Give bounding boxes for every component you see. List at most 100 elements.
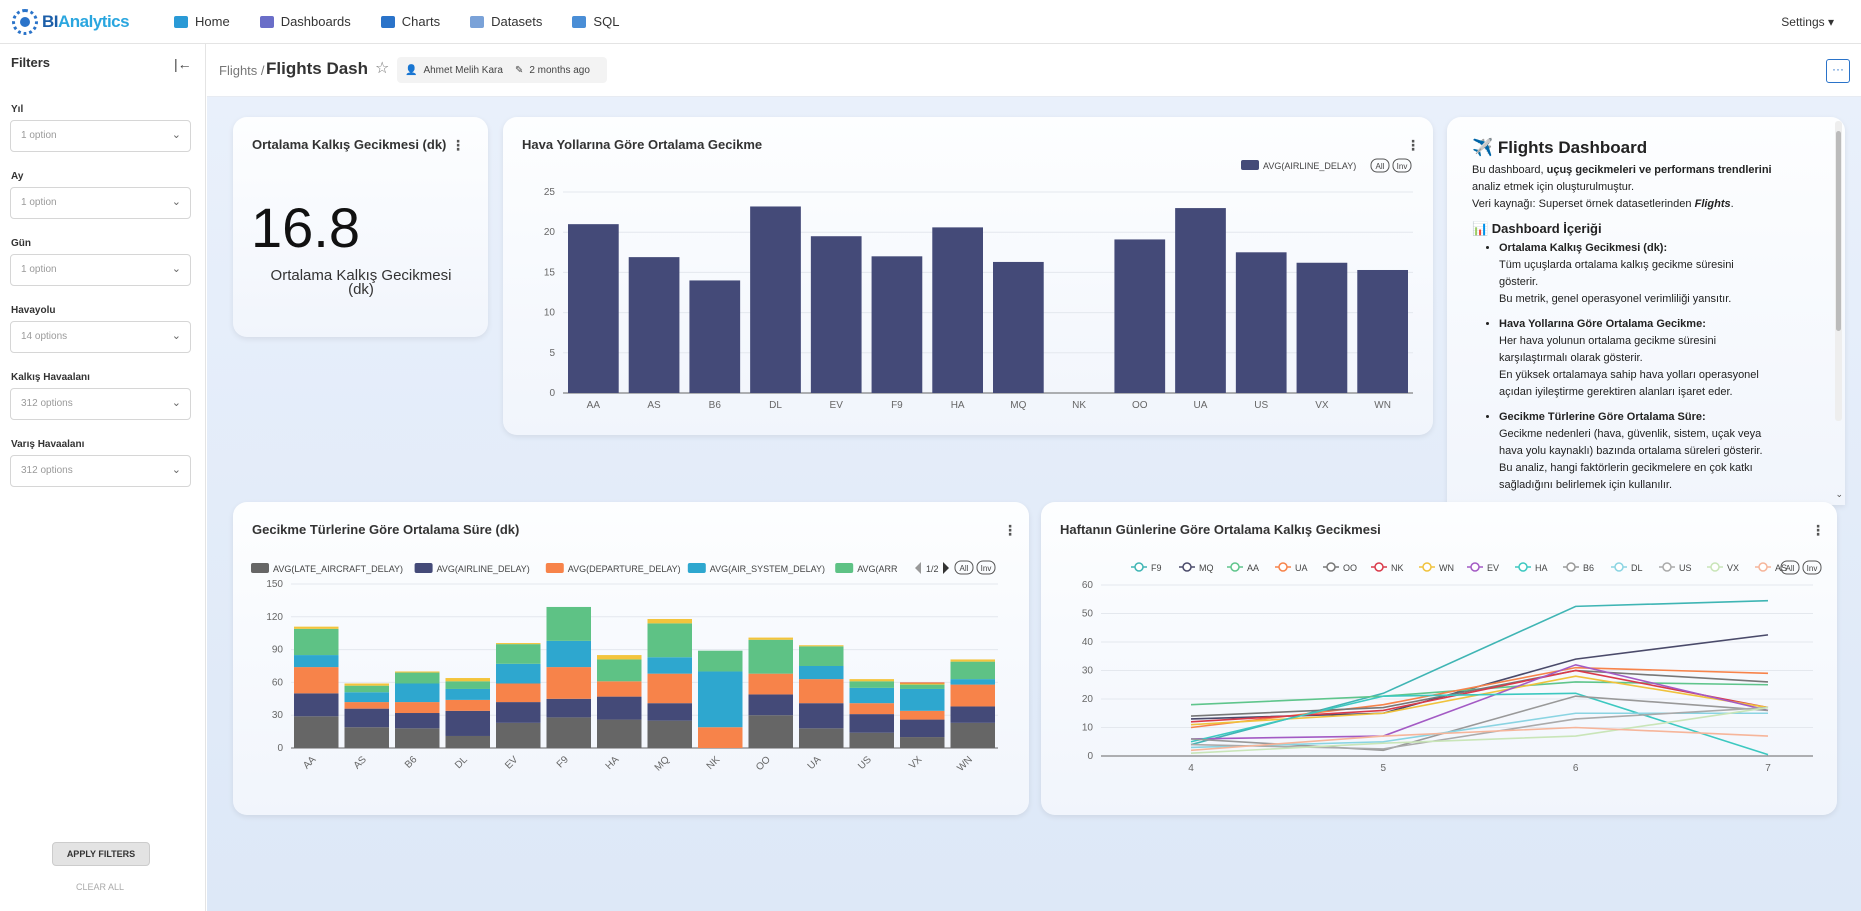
legend-all-button[interactable] [954, 560, 974, 575]
line-chart-menu-icon[interactable]: ⋮ [1811, 522, 1825, 538]
stacked-bar-segment[interactable] [849, 681, 895, 688]
stacked-bar-segment[interactable] [294, 628, 339, 656]
stacked-bar-segment[interactable] [900, 684, 945, 689]
stacked-bar-segment[interactable] [647, 657, 693, 674]
stacked-bar-segment[interactable] [597, 696, 642, 720]
nav-item-sql[interactable]: SQL [564, 0, 627, 44]
stacked-bar-segment[interactable] [900, 688, 945, 711]
stacked-chart-menu-icon[interactable]: ⋮ [1003, 522, 1017, 538]
stacked-bar-segment[interactable] [849, 732, 895, 748]
series-line[interactable] [1190, 726, 1769, 752]
stacked-bar-segment[interactable] [647, 703, 693, 721]
series-line[interactable] [1190, 695, 1769, 752]
bar[interactable] [1175, 208, 1226, 393]
stacked-bar-segment[interactable] [344, 708, 390, 728]
series-line[interactable] [1190, 692, 1769, 756]
bar[interactable] [689, 280, 741, 393]
more-options-button[interactable]: ··· [1826, 59, 1850, 83]
stacked-bar-segment[interactable] [698, 650, 743, 672]
bar[interactable] [932, 227, 983, 393]
legend-inv-button[interactable] [1392, 158, 1412, 173]
legend-label[interactable]: US [1679, 563, 1692, 573]
stacked-bar-segment[interactable] [597, 719, 642, 748]
filter-select[interactable]: 312 options ⌄ [10, 455, 191, 487]
stacked-bar-segment[interactable] [950, 706, 996, 723]
bar[interactable] [810, 236, 862, 393]
stacked-bar-segment[interactable] [950, 684, 996, 707]
favorite-star-icon[interactable]: ☆ [375, 60, 390, 77]
legend-label[interactable]: HA [1535, 563, 1548, 573]
series-line[interactable] [1190, 669, 1769, 723]
legend-inv-button[interactable] [1802, 560, 1822, 575]
stacked-bar-segment[interactable] [950, 679, 996, 685]
stacked-bar-segment[interactable] [799, 703, 844, 729]
stacked-bar-segment[interactable] [445, 678, 491, 682]
settings-menu[interactable]: Settings ▾ [1781, 15, 1834, 29]
nav-item-home[interactable]: Home [166, 0, 238, 44]
stacked-bar-segment[interactable] [294, 667, 339, 694]
stacked-bar-segment[interactable] [395, 683, 440, 703]
stacked-bar-segment[interactable] [748, 673, 794, 695]
bar[interactable] [1114, 239, 1166, 393]
legend-label[interactable]: NK [1391, 563, 1404, 573]
stacked-bar-segment[interactable] [344, 683, 390, 686]
stacked-bar-segment[interactable] [294, 655, 339, 668]
stacked-bar-segment[interactable] [647, 623, 693, 658]
legend-label[interactable]: OO [1343, 563, 1357, 573]
stacked-bar-segment[interactable] [445, 710, 491, 736]
stacked-bar-segment[interactable] [496, 643, 541, 645]
apply-filters-button[interactable]: APPLY FILTERS [52, 842, 150, 866]
stacked-bar-segment[interactable] [799, 666, 844, 680]
stacked-bar-segment[interactable] [344, 685, 390, 693]
kpi-menu-icon[interactable]: ⋮ [451, 137, 465, 153]
stacked-bar-segment[interactable] [344, 702, 390, 709]
stacked-bar-segment[interactable] [496, 644, 541, 664]
stacked-bar-segment[interactable] [849, 687, 895, 704]
stacked-bar-segment[interactable] [344, 727, 390, 748]
app-logo[interactable]: BIAnalytics [12, 8, 152, 35]
bar[interactable] [628, 257, 680, 393]
legend-label[interactable]: AVG(LATE_AIRCRAFT_DELAY) [273, 564, 403, 574]
stacked-bar-segment[interactable] [445, 681, 491, 689]
bar[interactable] [1296, 262, 1348, 393]
stacked-bar-segment[interactable] [546, 667, 592, 699]
filter-select[interactable]: 1 option ⌄ [10, 120, 191, 152]
stacked-bar-segment[interactable] [395, 671, 440, 673]
stacked-bar-segment[interactable] [950, 659, 996, 662]
scrollbar-thumb[interactable] [1836, 131, 1841, 331]
legend-label[interactable]: WN [1439, 563, 1454, 573]
stacked-bar-segment[interactable] [546, 640, 592, 668]
legend-label[interactable]: AVG(AIRLINE_DELAY) [1263, 161, 1356, 171]
stacked-bar-segment[interactable] [950, 661, 996, 680]
stacked-bar-segment[interactable] [445, 699, 491, 711]
filter-select[interactable]: 1 option ⌄ [10, 187, 191, 219]
legend-all-button[interactable] [1370, 158, 1390, 173]
stacked-bar-segment[interactable] [799, 645, 844, 647]
stacked-bar-segment[interactable] [799, 728, 844, 748]
stacked-bar-segment[interactable] [748, 637, 794, 640]
stacked-bar-segment[interactable] [748, 639, 794, 674]
stacked-bar-segment[interactable] [900, 682, 945, 684]
stacked-bar-segment[interactable] [647, 673, 693, 704]
series-line[interactable] [1190, 712, 1768, 749]
stacked-bar-segment[interactable] [445, 688, 491, 700]
stacked-bar-segment[interactable] [496, 722, 541, 748]
stacked-bar-segment[interactable] [900, 710, 945, 720]
series-line[interactable] [1190, 706, 1769, 750]
stacked-bar-segment[interactable] [748, 715, 794, 748]
legend-label[interactable]: EV [1487, 563, 1499, 573]
stacked-bar-segment[interactable] [647, 618, 693, 624]
legend-label[interactable]: AVG(AIRLINE_DELAY) [437, 564, 530, 574]
scroll-down-icon[interactable]: ⌄ [1835, 489, 1843, 499]
stacked-bar-segment[interactable] [445, 735, 491, 748]
clear-all-button[interactable]: CLEAR ALL [76, 882, 125, 892]
stacked-bar-segment[interactable] [597, 655, 642, 660]
airline-chart-menu-icon[interactable]: ⋮ [1406, 137, 1420, 153]
legend-label[interactable]: AVG(ARR [857, 564, 898, 574]
bar[interactable] [1235, 252, 1287, 393]
stacked-bar-segment[interactable] [496, 663, 541, 684]
stacked-bar-segment[interactable] [395, 713, 440, 729]
filter-select[interactable]: 1 option ⌄ [10, 254, 191, 286]
owner-name[interactable]: Ahmet Melih Kara [423, 64, 503, 76]
stacked-bar-segment[interactable] [799, 679, 844, 704]
